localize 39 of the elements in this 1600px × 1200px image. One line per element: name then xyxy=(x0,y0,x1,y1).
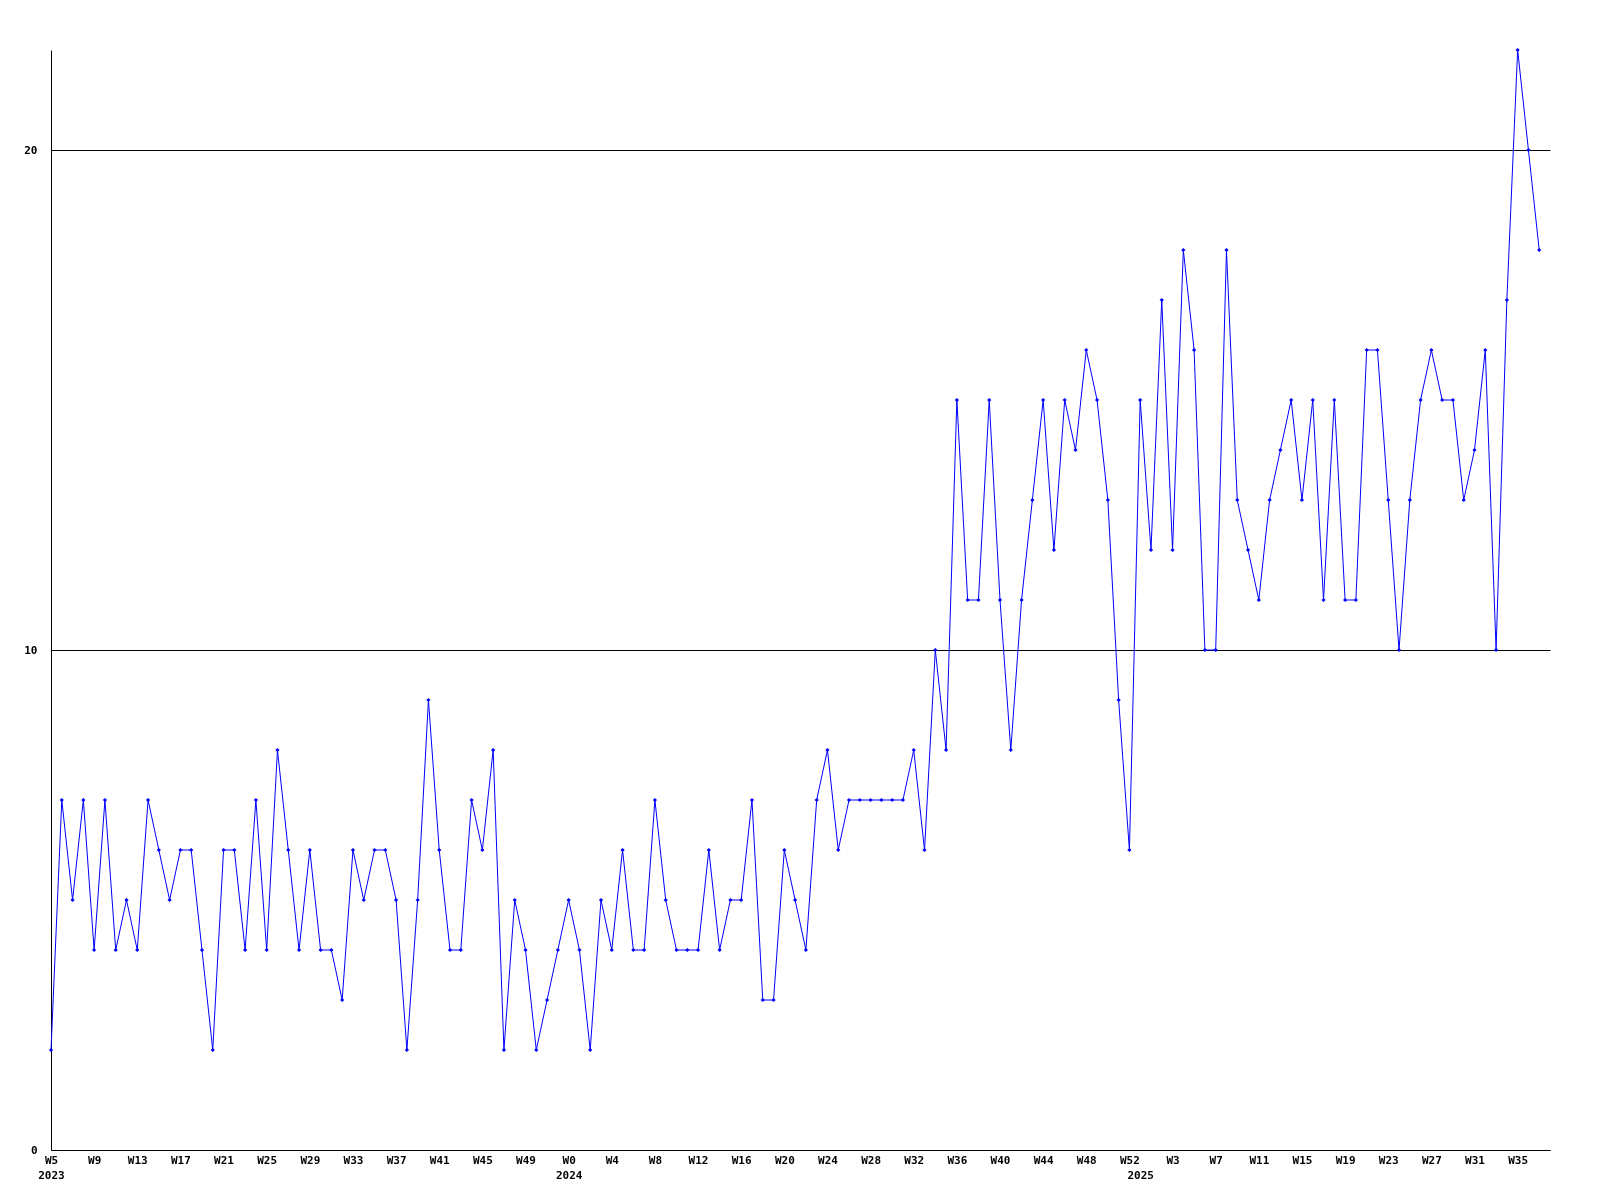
x-tick-label: W28 xyxy=(861,1153,882,1167)
x-tick-label: W11 xyxy=(1249,1153,1270,1167)
x-tick-label: W32 xyxy=(904,1153,925,1167)
x-tick-label: W16 xyxy=(731,1153,752,1167)
x-tick-label: W52 xyxy=(1119,1153,1140,1167)
y-tick-label: 20 xyxy=(24,143,38,157)
x-tick-label: W48 xyxy=(1076,1153,1097,1167)
x-tick-label: W0 2024 xyxy=(555,1153,583,1182)
x-tick-label: W17 xyxy=(170,1153,191,1167)
x-tick-label: W40 xyxy=(990,1153,1011,1167)
x-tick-label: 2025 xyxy=(1127,1168,1154,1182)
x-tick-label: W33 xyxy=(343,1153,364,1167)
x-tick-label: W3 xyxy=(1166,1153,1180,1167)
x-tick-label: W4 xyxy=(605,1153,620,1167)
x-tick-label: W36 xyxy=(947,1153,968,1167)
x-tick-label: W5 2023 xyxy=(38,1153,65,1182)
x-tick-label: W20 xyxy=(774,1153,795,1167)
x-tick-label: W15 xyxy=(1292,1153,1313,1167)
x-tick-label: W9 xyxy=(88,1153,102,1167)
x-tick-label: W25 xyxy=(257,1153,278,1167)
x-tick-label: W8 xyxy=(648,1153,663,1167)
x-tick-label: W7 xyxy=(1209,1153,1223,1167)
y-tick-label: 0 xyxy=(30,1143,38,1157)
x-tick-label: W23 xyxy=(1378,1153,1399,1167)
y-tick-label: 10 xyxy=(24,643,38,657)
x-tick-label: W24 xyxy=(818,1153,839,1167)
x-tick-label: W19 xyxy=(1335,1153,1356,1167)
x-tick-label: W41 xyxy=(429,1153,451,1167)
x-tick-label: W13 xyxy=(127,1153,148,1167)
x-tick-label: W12 xyxy=(688,1153,709,1167)
x-tick-label: W27 xyxy=(1421,1153,1442,1167)
x-tick-label: W44 xyxy=(1033,1153,1054,1167)
x-tick-label: W35 xyxy=(1508,1153,1529,1167)
x-tick-label: W45 xyxy=(472,1153,493,1167)
x-tick-label: W31 xyxy=(1465,1153,1486,1167)
x-tick-label: W29 xyxy=(300,1153,321,1167)
x-tick-label: W49 xyxy=(516,1153,536,1167)
x-tick-label: W37 xyxy=(386,1153,407,1167)
x-tick-label: W21 xyxy=(214,1153,235,1167)
